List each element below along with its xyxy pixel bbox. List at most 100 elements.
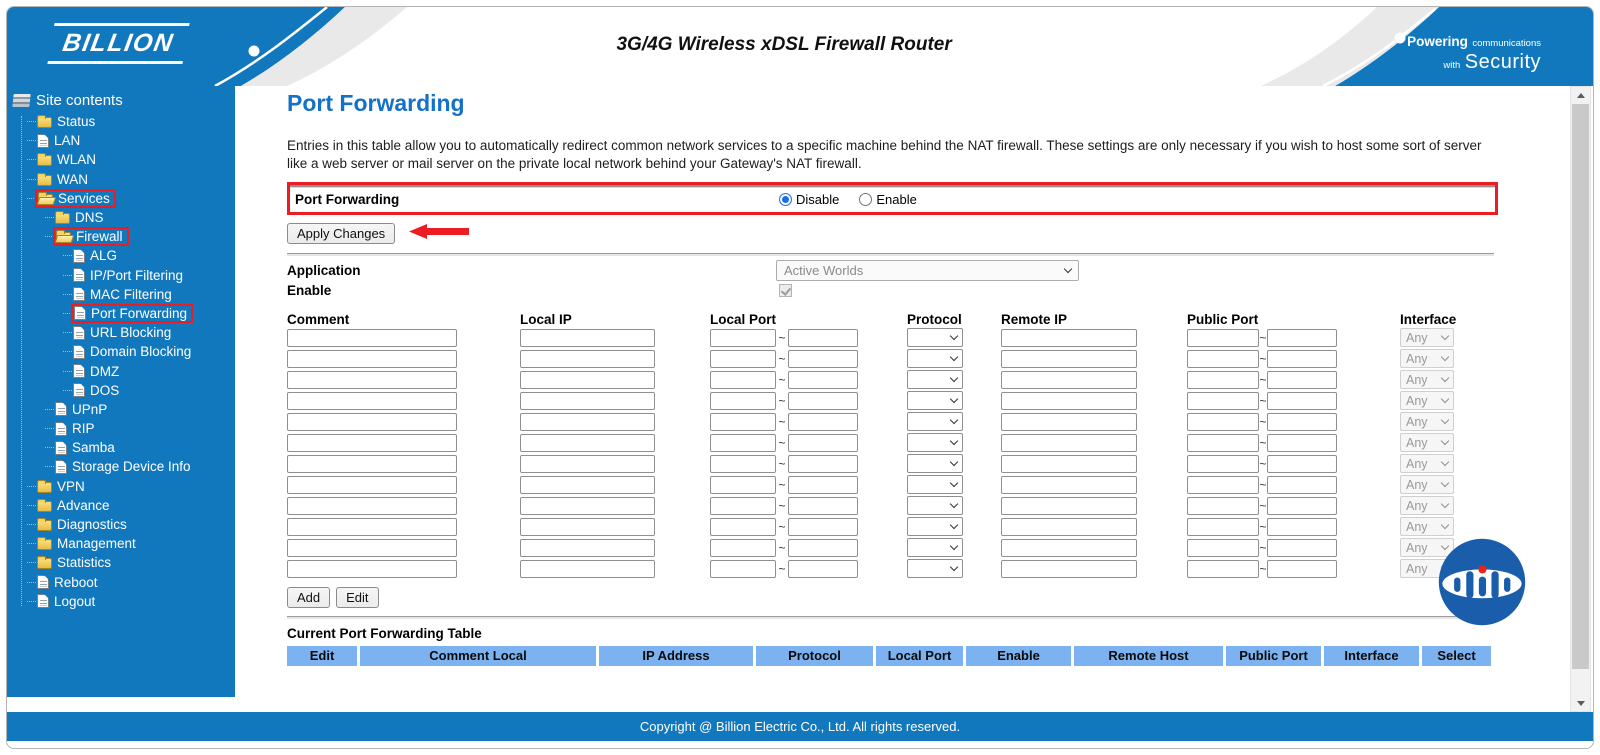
- public-port-to-input[interactable]: [1267, 538, 1337, 557]
- sidebar-item-dmz[interactable]: DMZ: [7, 361, 235, 380]
- local-ip-input[interactable]: [520, 370, 655, 389]
- remote-ip-input[interactable]: [1001, 475, 1137, 494]
- sidebar-item-mac-filtering[interactable]: MAC Filtering: [7, 285, 235, 304]
- public-port-from-input[interactable]: [1187, 391, 1259, 410]
- comment-input[interactable]: [287, 412, 457, 431]
- public-port-from-input[interactable]: [1187, 328, 1259, 347]
- comment-input[interactable]: [287, 454, 457, 473]
- sidebar-item-dos[interactable]: DOS: [7, 381, 235, 400]
- local-port-from-input[interactable]: [710, 349, 776, 368]
- sidebar-item-url-blocking[interactable]: URL Blocking: [7, 323, 235, 342]
- remote-ip-input[interactable]: [1001, 349, 1137, 368]
- public-port-from-input[interactable]: [1187, 475, 1259, 494]
- edit-button[interactable]: Edit: [336, 586, 379, 608]
- local-ip-input[interactable]: [520, 328, 655, 347]
- local-ip-input[interactable]: [520, 496, 655, 515]
- remote-ip-input[interactable]: [1001, 328, 1137, 347]
- public-port-from-input[interactable]: [1187, 496, 1259, 515]
- public-port-from-input[interactable]: [1187, 559, 1259, 578]
- local-port-to-input[interactable]: [788, 412, 858, 431]
- remote-ip-input[interactable]: [1001, 454, 1137, 473]
- local-port-from-input[interactable]: [710, 328, 776, 347]
- interface-select[interactable]: Any: [1400, 496, 1454, 516]
- scroll-down-arrow[interactable]: [1571, 695, 1590, 711]
- local-port-to-input[interactable]: [788, 538, 858, 557]
- sidebar-item-lan[interactable]: LAN: [7, 131, 235, 150]
- sidebar-item-vpn[interactable]: VPN: [7, 477, 235, 496]
- protocol-select[interactable]: [907, 538, 963, 558]
- interface-select[interactable]: Any: [1400, 475, 1454, 495]
- protocol-select[interactable]: [907, 349, 963, 369]
- local-port-to-input[interactable]: [788, 559, 858, 578]
- radio-disable[interactable]: [779, 193, 792, 207]
- scrollbar-thumb[interactable]: [1572, 104, 1589, 669]
- sidebar-item-storage-device-info[interactable]: Storage Device Info: [7, 457, 235, 476]
- protocol-select[interactable]: [907, 412, 963, 432]
- public-port-from-input[interactable]: [1187, 517, 1259, 536]
- local-ip-input[interactable]: [520, 538, 655, 557]
- public-port-to-input[interactable]: [1267, 454, 1337, 473]
- local-port-from-input[interactable]: [710, 538, 776, 557]
- public-port-from-input[interactable]: [1187, 454, 1259, 473]
- protocol-select[interactable]: [907, 454, 963, 474]
- interface-select[interactable]: Any: [1400, 412, 1454, 432]
- local-ip-input[interactable]: [520, 391, 655, 410]
- protocol-select[interactable]: [907, 370, 963, 390]
- sidebar-item-firewall[interactable]: Firewall: [7, 227, 235, 247]
- comment-input[interactable]: [287, 370, 457, 389]
- protocol-select[interactable]: [907, 496, 963, 516]
- sidebar-item-status[interactable]: Status: [7, 112, 235, 131]
- comment-input[interactable]: [287, 391, 457, 410]
- sidebar-item-upnp[interactable]: UPnP: [7, 400, 235, 419]
- interface-select[interactable]: Any: [1400, 391, 1454, 411]
- local-ip-input[interactable]: [520, 454, 655, 473]
- local-port-to-input[interactable]: [788, 328, 858, 347]
- interface-select[interactable]: Any: [1400, 517, 1454, 537]
- comment-input[interactable]: [287, 559, 457, 578]
- sidebar-item-ip-port-filtering[interactable]: IP/Port Filtering: [7, 266, 235, 285]
- public-port-to-input[interactable]: [1267, 475, 1337, 494]
- sidebar-item-advance[interactable]: Advance: [7, 496, 235, 515]
- comment-input[interactable]: [287, 433, 457, 452]
- comment-input[interactable]: [287, 538, 457, 557]
- sidebar-item-management[interactable]: Management: [7, 534, 235, 553]
- remote-ip-input[interactable]: [1001, 538, 1137, 557]
- sidebar-item-domain-blocking[interactable]: Domain Blocking: [7, 342, 235, 361]
- radio-option-disable[interactable]: Disable: [779, 192, 839, 207]
- local-ip-input[interactable]: [520, 349, 655, 368]
- local-port-from-input[interactable]: [710, 412, 776, 431]
- local-port-to-input[interactable]: [788, 475, 858, 494]
- protocol-select[interactable]: [907, 559, 963, 579]
- scrollbar-track[interactable]: [1570, 86, 1591, 712]
- interface-select[interactable]: Any: [1400, 538, 1454, 558]
- local-port-to-input[interactable]: [788, 517, 858, 536]
- public-port-to-input[interactable]: [1267, 517, 1337, 536]
- interface-select[interactable]: Any: [1400, 349, 1454, 369]
- sidebar-item-reboot[interactable]: Reboot: [7, 573, 235, 592]
- apply-changes-button[interactable]: Apply Changes: [287, 223, 396, 245]
- public-port-to-input[interactable]: [1267, 349, 1337, 368]
- radio-enable[interactable]: [859, 193, 873, 207]
- sidebar-item-port-forwarding[interactable]: Port Forwarding: [7, 303, 235, 323]
- sidebar-item-rip[interactable]: RIP: [7, 419, 235, 438]
- remote-ip-input[interactable]: [1001, 370, 1137, 389]
- protocol-select[interactable]: [907, 517, 963, 537]
- protocol-select[interactable]: [907, 433, 963, 453]
- application-select[interactable]: Active Worlds: [776, 260, 1079, 282]
- add-button[interactable]: Add: [287, 586, 331, 608]
- radio-option-enable[interactable]: Enable: [859, 192, 917, 207]
- remote-ip-input[interactable]: [1001, 559, 1137, 578]
- sidebar-item-wlan[interactable]: WLAN: [7, 150, 235, 169]
- public-port-from-input[interactable]: [1187, 538, 1259, 557]
- interface-select[interactable]: Any: [1400, 454, 1454, 474]
- public-port-to-input[interactable]: [1267, 412, 1337, 431]
- interface-select[interactable]: Any: [1400, 328, 1454, 348]
- remote-ip-input[interactable]: [1001, 517, 1137, 536]
- public-port-from-input[interactable]: [1187, 433, 1259, 452]
- interface-select[interactable]: Any: [1400, 370, 1454, 390]
- local-port-to-input[interactable]: [788, 349, 858, 368]
- remote-ip-input[interactable]: [1001, 433, 1137, 452]
- local-port-from-input[interactable]: [710, 496, 776, 515]
- local-ip-input[interactable]: [520, 433, 655, 452]
- public-port-to-input[interactable]: [1267, 370, 1337, 389]
